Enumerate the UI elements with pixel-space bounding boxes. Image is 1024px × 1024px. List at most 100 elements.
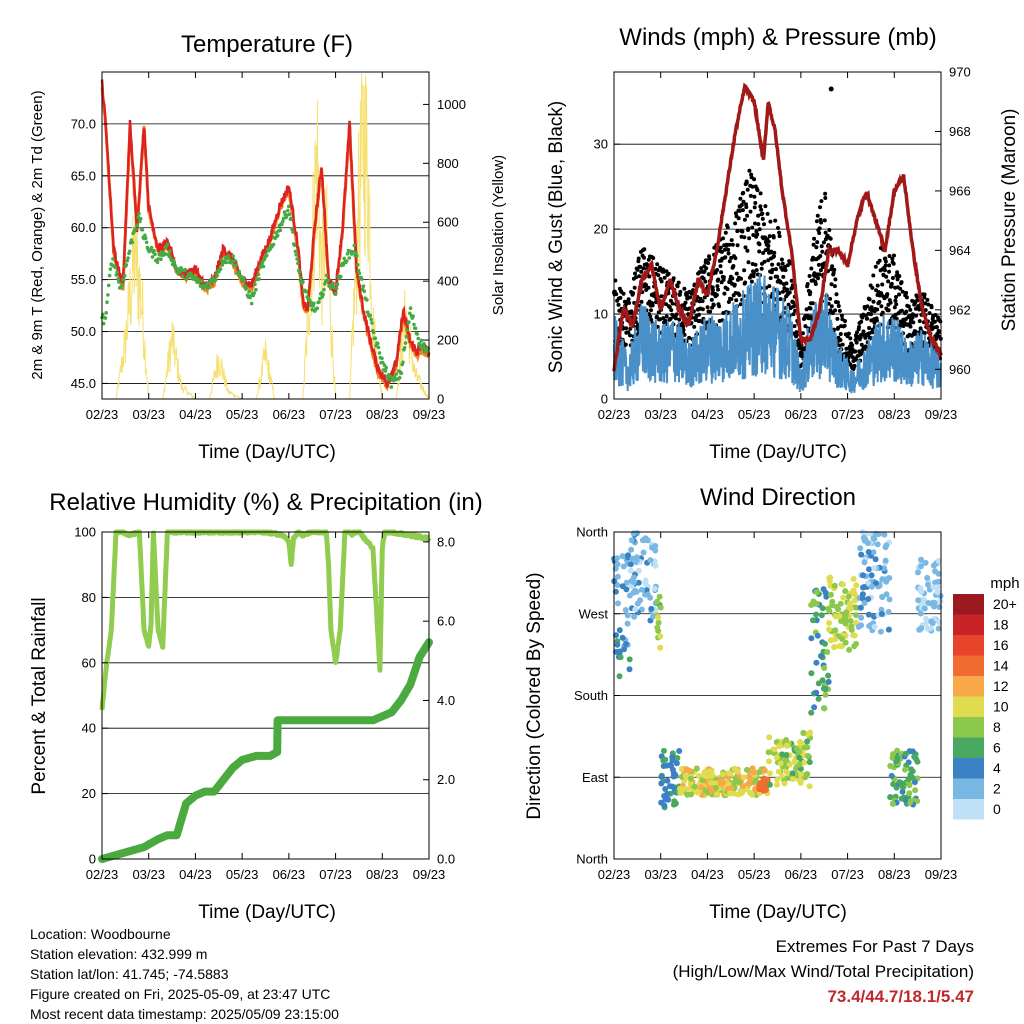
dewpoint-point <box>113 265 118 270</box>
direction-point <box>639 586 645 593</box>
gust-point <box>759 266 764 271</box>
colorbar-label: 8 <box>993 719 1001 735</box>
dewpoint-point <box>304 289 309 294</box>
gust-point <box>777 234 782 239</box>
dewpoint-point <box>242 279 246 283</box>
direction-point <box>887 794 894 801</box>
direction-point <box>614 641 621 648</box>
gust-point <box>868 335 873 340</box>
winds-axes: 02/23 03/23 04/23 05/23 06/23 07/23 08/23 09/23… <box>594 65 971 423</box>
dewpoint-point <box>322 287 326 292</box>
gust-point <box>922 331 927 335</box>
gust-point <box>923 308 928 313</box>
gust-point <box>899 308 904 313</box>
gust-point <box>717 304 722 309</box>
precipitation-line <box>98 638 433 863</box>
humidity-ylabel-left: Percent & Total Rainfall <box>29 597 50 794</box>
gust-point <box>663 318 668 323</box>
pressure-line <box>612 82 943 372</box>
gust-point <box>883 263 888 268</box>
direction-point <box>637 597 644 604</box>
direction-point <box>898 795 905 802</box>
humidity-y2tick-label: 8.0 <box>437 534 455 549</box>
colorbar-label: 0 <box>993 801 1001 817</box>
direction-point <box>730 780 737 787</box>
dewpoint-point <box>281 219 285 224</box>
gust-point <box>757 249 762 254</box>
gust-point <box>880 282 885 287</box>
gust-point <box>666 271 671 276</box>
dewpoint-point <box>247 289 251 294</box>
direction-point <box>928 600 935 607</box>
direction-point <box>861 537 868 544</box>
dewpoint-point <box>275 233 280 238</box>
gust-point <box>874 318 879 323</box>
direction-point <box>882 557 889 564</box>
dewpoint-point <box>331 281 336 286</box>
direction-point <box>805 753 812 759</box>
dewpoint-point <box>137 211 141 216</box>
direction-ytick-label: North <box>576 525 608 540</box>
gust-point <box>867 326 872 330</box>
gust-point <box>739 203 744 207</box>
gust-point <box>734 298 739 303</box>
gust-point <box>716 287 720 292</box>
direction-point <box>870 549 877 556</box>
direction-point <box>878 611 885 617</box>
gust-point <box>836 304 841 308</box>
direction-point <box>667 783 673 790</box>
gust-point <box>892 305 897 310</box>
dewpoint-point <box>311 304 315 308</box>
dewpoint-point <box>376 345 381 350</box>
gust-point <box>885 292 890 297</box>
gust-point <box>911 320 916 325</box>
direction-point <box>626 656 633 663</box>
gust-point <box>749 279 754 284</box>
direction-point <box>639 537 646 544</box>
temperature-y2tick-label: 1000 <box>437 97 466 112</box>
gust-point <box>676 280 681 285</box>
winds-ytick-label: 10 <box>594 307 608 322</box>
gust-point <box>714 293 719 297</box>
dewpoint-point <box>257 277 262 281</box>
gust-point <box>819 244 824 249</box>
dewpoint-point <box>321 292 325 297</box>
gust-point <box>767 284 772 289</box>
colorbar-swatch <box>953 778 984 799</box>
direction-ylabel-left: Direction (Colored By Speed) <box>524 572 545 819</box>
gust-point <box>785 287 790 292</box>
gust-point <box>829 267 834 272</box>
gust-point <box>735 243 740 248</box>
winds-y2tick-label: 966 <box>949 183 971 198</box>
dewpoint-point <box>140 228 145 232</box>
gust-point <box>857 349 862 354</box>
dewpoint-point <box>249 301 254 306</box>
direction-point <box>630 579 637 586</box>
gust-point <box>788 261 792 266</box>
dewpoint-point <box>286 204 291 209</box>
gust-point <box>908 324 913 329</box>
temperature-ytick-label: 50.0 <box>71 324 96 339</box>
direction-point <box>756 782 763 789</box>
direction-point <box>829 598 836 605</box>
gust-point <box>664 314 669 319</box>
gust-point <box>758 191 763 196</box>
gust-point <box>726 300 731 304</box>
direction-point <box>739 783 746 790</box>
gust-point <box>709 297 714 302</box>
gust-point <box>886 279 891 284</box>
colorbar-label: 18 <box>993 617 1009 633</box>
gust-point <box>741 190 746 195</box>
gust-point <box>685 296 690 301</box>
gust-point <box>840 342 845 347</box>
direction-point <box>698 784 705 791</box>
dewpoint-point <box>408 306 413 311</box>
direction-point <box>905 776 912 782</box>
dewpoint-point <box>168 249 172 253</box>
direction-point <box>656 593 663 600</box>
gust-point <box>698 319 702 323</box>
gust-point <box>708 309 713 314</box>
dewpoint-point <box>213 278 218 283</box>
dewpoint-point <box>342 256 347 261</box>
temperature-axes: 02/23 03/23 04/23 05/23 06/23 07/23 08/23 09/23… <box>71 72 466 422</box>
